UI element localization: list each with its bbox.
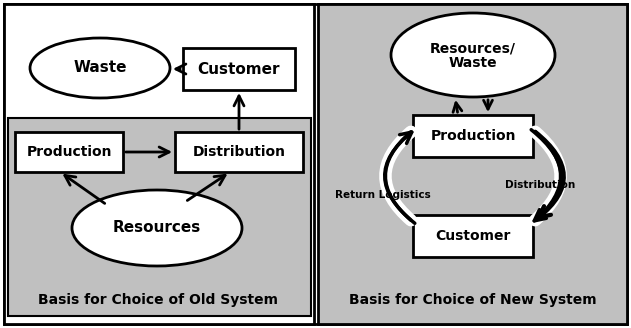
Text: Return Logistics: Return Logistics [335, 190, 431, 200]
FancyBboxPatch shape [4, 4, 314, 324]
FancyBboxPatch shape [413, 215, 533, 257]
Text: Production: Production [27, 145, 112, 159]
Text: Waste: Waste [73, 60, 127, 75]
Text: Customer: Customer [435, 229, 510, 243]
FancyBboxPatch shape [175, 132, 303, 172]
FancyArrowPatch shape [386, 132, 411, 220]
FancyBboxPatch shape [413, 115, 533, 157]
FancyBboxPatch shape [183, 48, 295, 90]
FancyArrowPatch shape [386, 132, 411, 220]
Ellipse shape [391, 13, 555, 97]
Text: Resources/: Resources/ [430, 41, 516, 55]
FancyArrowPatch shape [535, 132, 560, 220]
FancyBboxPatch shape [8, 118, 311, 316]
FancyArrowPatch shape [531, 130, 562, 221]
Text: Waste: Waste [449, 56, 497, 70]
Text: Resources: Resources [113, 220, 201, 236]
Text: Distribution: Distribution [192, 145, 285, 159]
Text: Production: Production [430, 129, 516, 143]
FancyBboxPatch shape [4, 4, 627, 324]
Text: Basis for Choice of New System: Basis for Choice of New System [349, 293, 597, 307]
Ellipse shape [72, 190, 242, 266]
FancyBboxPatch shape [318, 4, 627, 324]
FancyBboxPatch shape [15, 132, 123, 172]
FancyArrowPatch shape [385, 132, 415, 223]
Text: Distribution: Distribution [505, 180, 575, 190]
Text: Basis for Choice of Old System: Basis for Choice of Old System [38, 293, 278, 307]
Text: Customer: Customer [198, 62, 280, 76]
FancyArrowPatch shape [535, 132, 564, 217]
FancyArrowPatch shape [535, 132, 560, 220]
Ellipse shape [30, 38, 170, 98]
